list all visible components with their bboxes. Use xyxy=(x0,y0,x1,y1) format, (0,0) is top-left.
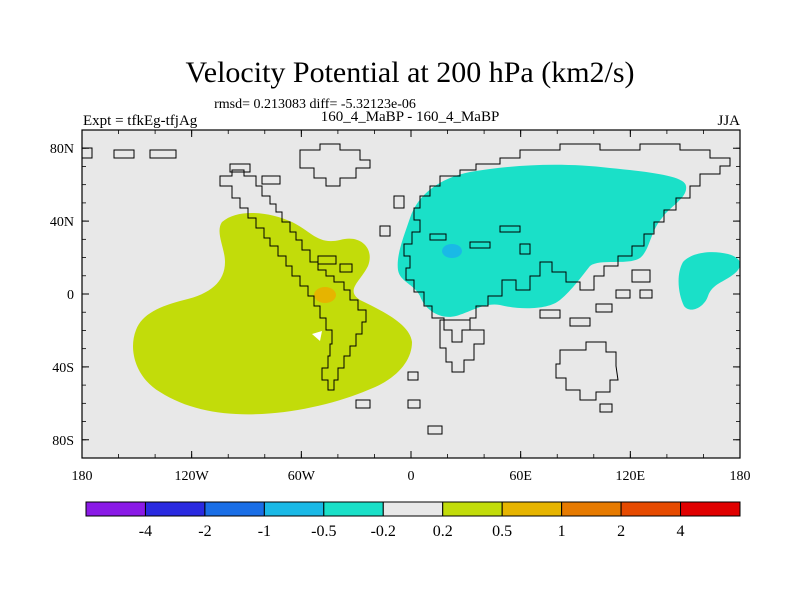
stats-line: rmsd= 0.213083 diff= -5.32123e-06 xyxy=(214,97,416,112)
coastline-southern-africa xyxy=(439,319,485,373)
lon-tick-label: 0 xyxy=(408,469,415,484)
colorbar-label: -2 xyxy=(198,523,211,540)
negative-anomaly-region xyxy=(397,164,687,317)
colorbar-box xyxy=(85,501,146,517)
colorbar-label: -4 xyxy=(139,523,152,540)
right-label: JJA xyxy=(717,113,740,129)
coastline-indonesia xyxy=(539,289,631,327)
negative-anomaly-region-west-pacific xyxy=(678,252,740,310)
colorbar-box xyxy=(620,501,682,517)
lat-tick-label: 40N xyxy=(50,215,74,230)
lon-tick-label: 180 xyxy=(730,469,751,484)
colorbar-box xyxy=(442,501,503,517)
colorbar-box xyxy=(561,501,622,517)
colorbar-box xyxy=(382,501,444,517)
strong-negative-spot xyxy=(442,244,462,258)
colorbar-box xyxy=(501,501,563,517)
left-label: Expt = tfkEg-tfjAg xyxy=(83,113,198,129)
lon-tick-label: 120W xyxy=(175,469,210,484)
positive-region-gap xyxy=(312,331,322,341)
lon-tick-label: 60W xyxy=(288,469,316,484)
strong-positive-spot xyxy=(314,287,336,303)
colorbar: -4 -2 -1 -0.5 -0.2 0.2 0.5 1 2 4 xyxy=(85,501,741,540)
lat-tick-label: 40S xyxy=(52,361,74,376)
colorbar-label: 0.2 xyxy=(433,523,453,540)
coastline-greenland xyxy=(299,143,371,187)
colorbar-label: -0.2 xyxy=(371,523,396,540)
colorbar-box xyxy=(263,501,325,517)
colorbar-box xyxy=(323,501,384,517)
longitude-axis: 180 120W 60W 0 60E 120E 180 xyxy=(72,130,751,484)
coastline-australia xyxy=(555,341,619,401)
lat-tick-label: 80S xyxy=(52,434,74,449)
figure-title: Velocity Potential at 200 hPa (km2/s) xyxy=(185,56,634,89)
colorbar-label: -1 xyxy=(258,523,271,540)
coastline-british-isles xyxy=(379,195,405,237)
coastline-antarctic-bits xyxy=(355,371,613,435)
coastline-eurasia-africa xyxy=(403,143,731,343)
colorbar-label: 0.5 xyxy=(492,523,512,540)
colorbar-box xyxy=(144,501,206,517)
lon-tick-label: 180 xyxy=(72,469,93,484)
coastline-japan xyxy=(631,269,653,299)
latitude-axis: 80N 40N 0 40S 80S xyxy=(50,142,740,449)
colorbar-label: 4 xyxy=(677,523,685,540)
colorbar-label: -0.5 xyxy=(311,523,336,540)
center-label: 160_4_MaBP - 160_4_MaBP xyxy=(321,109,500,125)
colorbar-box xyxy=(680,501,741,517)
colorbar-label: 2 xyxy=(617,523,625,540)
map-area xyxy=(82,130,740,458)
coastline-arctic-islands xyxy=(113,149,281,185)
lat-tick-label: 0 xyxy=(67,288,74,303)
lat-tick-label: 80N xyxy=(50,142,74,157)
positive-anomaly-region xyxy=(133,212,412,415)
lon-tick-label: 60E xyxy=(509,469,532,484)
coastline-mediterranean xyxy=(429,225,531,255)
colorbar-label: 1 xyxy=(558,523,566,540)
coastline-caribbean xyxy=(317,255,353,273)
colorbar-box xyxy=(204,501,265,517)
lon-tick-label: 120E xyxy=(616,469,646,484)
